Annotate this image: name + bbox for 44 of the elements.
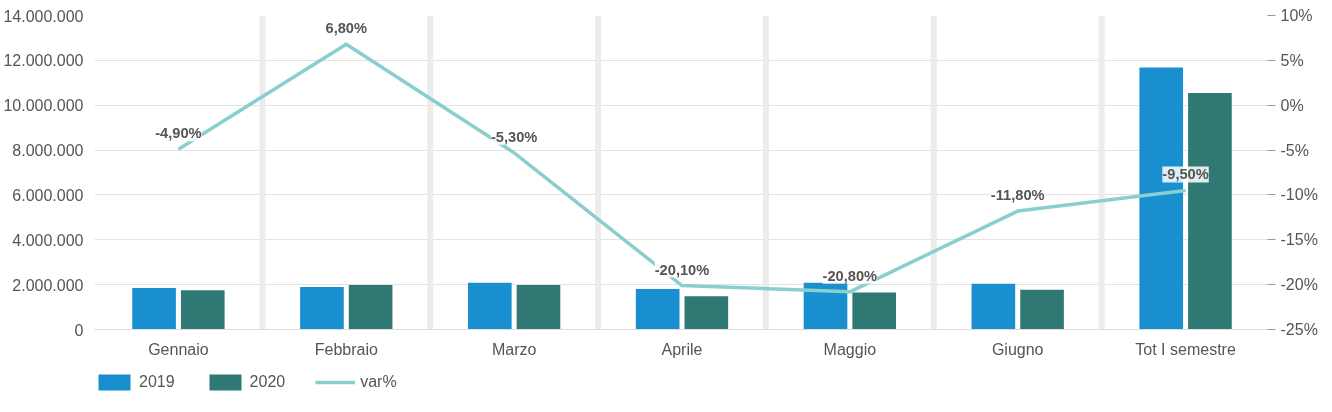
bar <box>132 288 176 330</box>
y-tick-label: 12.000.000 <box>3 52 84 70</box>
y-tick-label: 0 <box>74 321 84 339</box>
y2-tick-label: -10% <box>1280 186 1318 204</box>
y2-tick-label: -25% <box>1280 321 1318 338</box>
y2-tick-label: 0% <box>1280 96 1304 114</box>
data-label: 6,80% <box>325 20 368 37</box>
y-tick-label: 4.000.000 <box>12 231 84 249</box>
data-label: -9,50% <box>1162 166 1209 183</box>
x-tick-label: Marzo <box>491 340 537 358</box>
data-label: -4,90% <box>155 125 202 142</box>
bar <box>516 285 561 330</box>
data-label: -20,80% <box>822 267 878 284</box>
bar <box>348 285 393 330</box>
y-tick-label: 6.000.000 <box>12 186 84 204</box>
y2-tick-label: 5% <box>1280 51 1304 69</box>
legend-label: var% <box>360 373 397 391</box>
data-label: -5,30% <box>490 128 538 145</box>
y2-tick-label: -20% <box>1280 276 1318 294</box>
x-tick-label: Tot I semestre <box>1135 340 1236 358</box>
x-tick-label: Maggio <box>823 340 877 358</box>
y-tick-label: 14.000.000 <box>3 7 84 25</box>
y-tick-label: 10.000.000 <box>3 97 84 115</box>
y2-tick-label: -15% <box>1280 231 1318 249</box>
y2-tick-label: -5% <box>1280 141 1309 159</box>
bar <box>300 286 344 330</box>
legend-label: 2019 <box>139 373 175 391</box>
data-label: -11,80% <box>990 187 1045 204</box>
x-tick-label: Aprile <box>661 340 703 358</box>
data-label: -20,10% <box>654 261 710 278</box>
legend-label: 2020 <box>249 373 286 391</box>
x-tick-label: Giugno <box>991 340 1044 358</box>
x-tick-label: Febbraio <box>314 340 378 358</box>
y-tick-label: 2.000.000 <box>12 276 84 294</box>
bar <box>971 283 1016 330</box>
y-tick-label: 8.000.000 <box>12 142 84 160</box>
bar <box>1020 289 1064 330</box>
bar <box>635 288 680 330</box>
y2-tick-label: 10% <box>1280 7 1313 24</box>
bar <box>467 282 512 330</box>
bar <box>180 290 225 330</box>
x-tick-label: Gennaio <box>148 340 209 358</box>
bar <box>684 296 729 330</box>
bar <box>852 292 897 330</box>
